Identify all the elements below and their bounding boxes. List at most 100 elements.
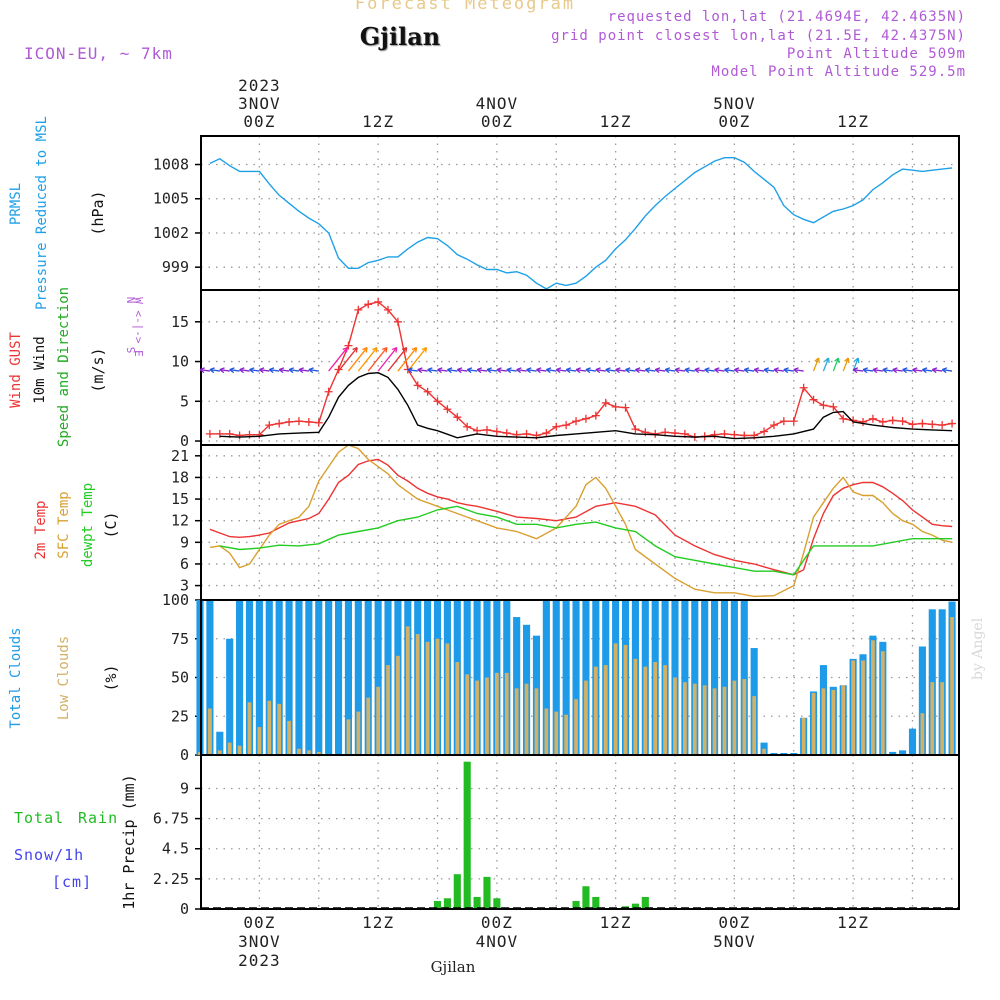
gust-marker — [443, 405, 452, 414]
low-clouds-bar — [811, 693, 816, 755]
total-rain-bar — [572, 900, 580, 909]
bottom-time-label: 00Z — [243, 913, 275, 932]
low-clouds-bar — [504, 672, 509, 755]
y-tick-label: 18 — [171, 468, 189, 486]
wind-direction-arrowhead — [852, 367, 859, 374]
wind-direction-arrowhead — [421, 346, 428, 353]
wind-direction-arrowhead — [704, 367, 710, 374]
low-clouds-bar — [287, 720, 291, 755]
top-time-label: 2023 — [238, 76, 281, 95]
total-clouds-bar — [730, 600, 738, 755]
low-clouds-bar — [692, 683, 697, 755]
low-clouds-bar — [940, 682, 945, 755]
wind-gust-line — [209, 301, 953, 438]
wind-direction-label: Speed and Direction — [56, 287, 72, 447]
gust-marker — [710, 430, 719, 439]
low-clouds-bar — [673, 677, 677, 755]
gust-marker — [374, 297, 383, 306]
wind-direction-arrowhead — [724, 367, 730, 374]
low-clouds-bar — [514, 688, 519, 755]
total-clouds-bar — [344, 600, 353, 755]
gust-marker — [285, 417, 294, 426]
y-tick-label: 1005 — [153, 190, 189, 208]
low-clouds-bar — [376, 686, 381, 755]
wind-direction-arrow — [902, 368, 913, 372]
snow-unit-label: [cm] — [52, 873, 92, 891]
wind-direction-arrowhead — [714, 367, 720, 374]
wind-direction-arrow — [298, 368, 309, 372]
total-rain-bar — [453, 874, 461, 909]
gust-marker — [334, 365, 343, 374]
gust-marker — [809, 395, 818, 404]
y-tick-label: 1008 — [153, 156, 189, 174]
gust-marker — [542, 429, 551, 438]
wind-direction-arrowhead — [219, 367, 225, 374]
wind-direction-arrowhead — [615, 367, 621, 374]
total-clouds-bar — [918, 646, 926, 755]
gust-marker — [364, 300, 373, 309]
wind-direction-arrowhead — [288, 367, 294, 374]
wind-direction-arrow — [506, 368, 517, 372]
wind-direction-arrowhead — [912, 367, 918, 374]
wind-direction-arrowhead — [931, 367, 938, 374]
y-tick-label: 10 — [171, 353, 189, 371]
wind-direction-arrowhead — [456, 367, 463, 374]
temp-sfc-label: SFC Temp — [56, 491, 72, 558]
total-rain-bar — [641, 896, 649, 909]
gust-marker — [314, 418, 323, 427]
low-clouds-bar — [386, 665, 390, 755]
point-altitude: Point Altitude 509m — [786, 46, 966, 62]
low-clouds-bar — [227, 742, 232, 755]
wind-direction-arrow — [407, 368, 418, 372]
wind-direction-arrowhead — [783, 367, 789, 374]
total-clouds-bar — [364, 600, 372, 755]
low-clouds-bar — [871, 640, 875, 755]
low-clouds-bar — [208, 708, 212, 755]
wind-direction-arrow — [308, 368, 319, 372]
wind-direction-arrow — [862, 368, 874, 372]
top-time-label: 00Z — [718, 112, 750, 131]
wind-direction-arrowhead — [199, 367, 205, 374]
wind-direction-arrow — [773, 368, 784, 372]
total-clouds-bar — [265, 600, 273, 755]
wind-direction-arrow — [357, 347, 378, 372]
gust-marker — [205, 429, 214, 438]
wind-direction-arrow — [585, 368, 596, 372]
y-tick-label: 9 — [180, 779, 189, 797]
model-point-altitude: Model Point Altitude 529.5m — [711, 64, 966, 80]
top-time-label: 12Z — [600, 112, 632, 131]
meteogram-title: Forecast Meteogram — [354, 0, 576, 14]
wind-direction-arrowhead — [382, 346, 388, 353]
wind-direction-arrowhead — [694, 367, 700, 374]
requested-coords: requested lon,lat (21.4694E, 42.4635N) — [607, 9, 966, 25]
wind-direction-arrowhead — [486, 367, 492, 374]
pressure-panel — [195, 135, 960, 291]
wind-direction-arrow — [853, 368, 864, 372]
wind-direction-arrowhead — [496, 367, 502, 374]
wind-direction-arrow — [269, 368, 280, 372]
wind-direction-arrowhead — [892, 367, 898, 374]
low-clouds-bar — [683, 682, 687, 755]
wind-direction-arrow — [595, 368, 606, 372]
wind-direction-arrowhead — [401, 346, 408, 353]
wind-direction-arrow — [724, 368, 735, 372]
wind-direction-arrow — [367, 347, 388, 372]
wind-direction-arrowhead — [209, 367, 215, 374]
total-clouds-bar — [285, 600, 293, 755]
low-clouds-bar — [851, 660, 855, 755]
gust-marker — [354, 305, 363, 314]
gust-marker — [572, 417, 581, 426]
total-rain-bar — [463, 761, 471, 909]
clouds-unit: (%) — [102, 664, 120, 691]
wind-direction-arrowhead — [417, 367, 423, 374]
low-clouds-bar — [267, 700, 272, 755]
wind-direction-arrow — [832, 357, 840, 372]
wind-direction-arrow — [812, 357, 820, 372]
y-tick-label: 6 — [180, 555, 189, 573]
low-clouds-bar — [801, 717, 806, 755]
total-clouds-bar — [473, 600, 481, 755]
wind-direction-arrowhead — [853, 357, 860, 364]
wind-direction-arrow — [249, 368, 260, 372]
snow-label: Snow/1h — [14, 846, 84, 864]
